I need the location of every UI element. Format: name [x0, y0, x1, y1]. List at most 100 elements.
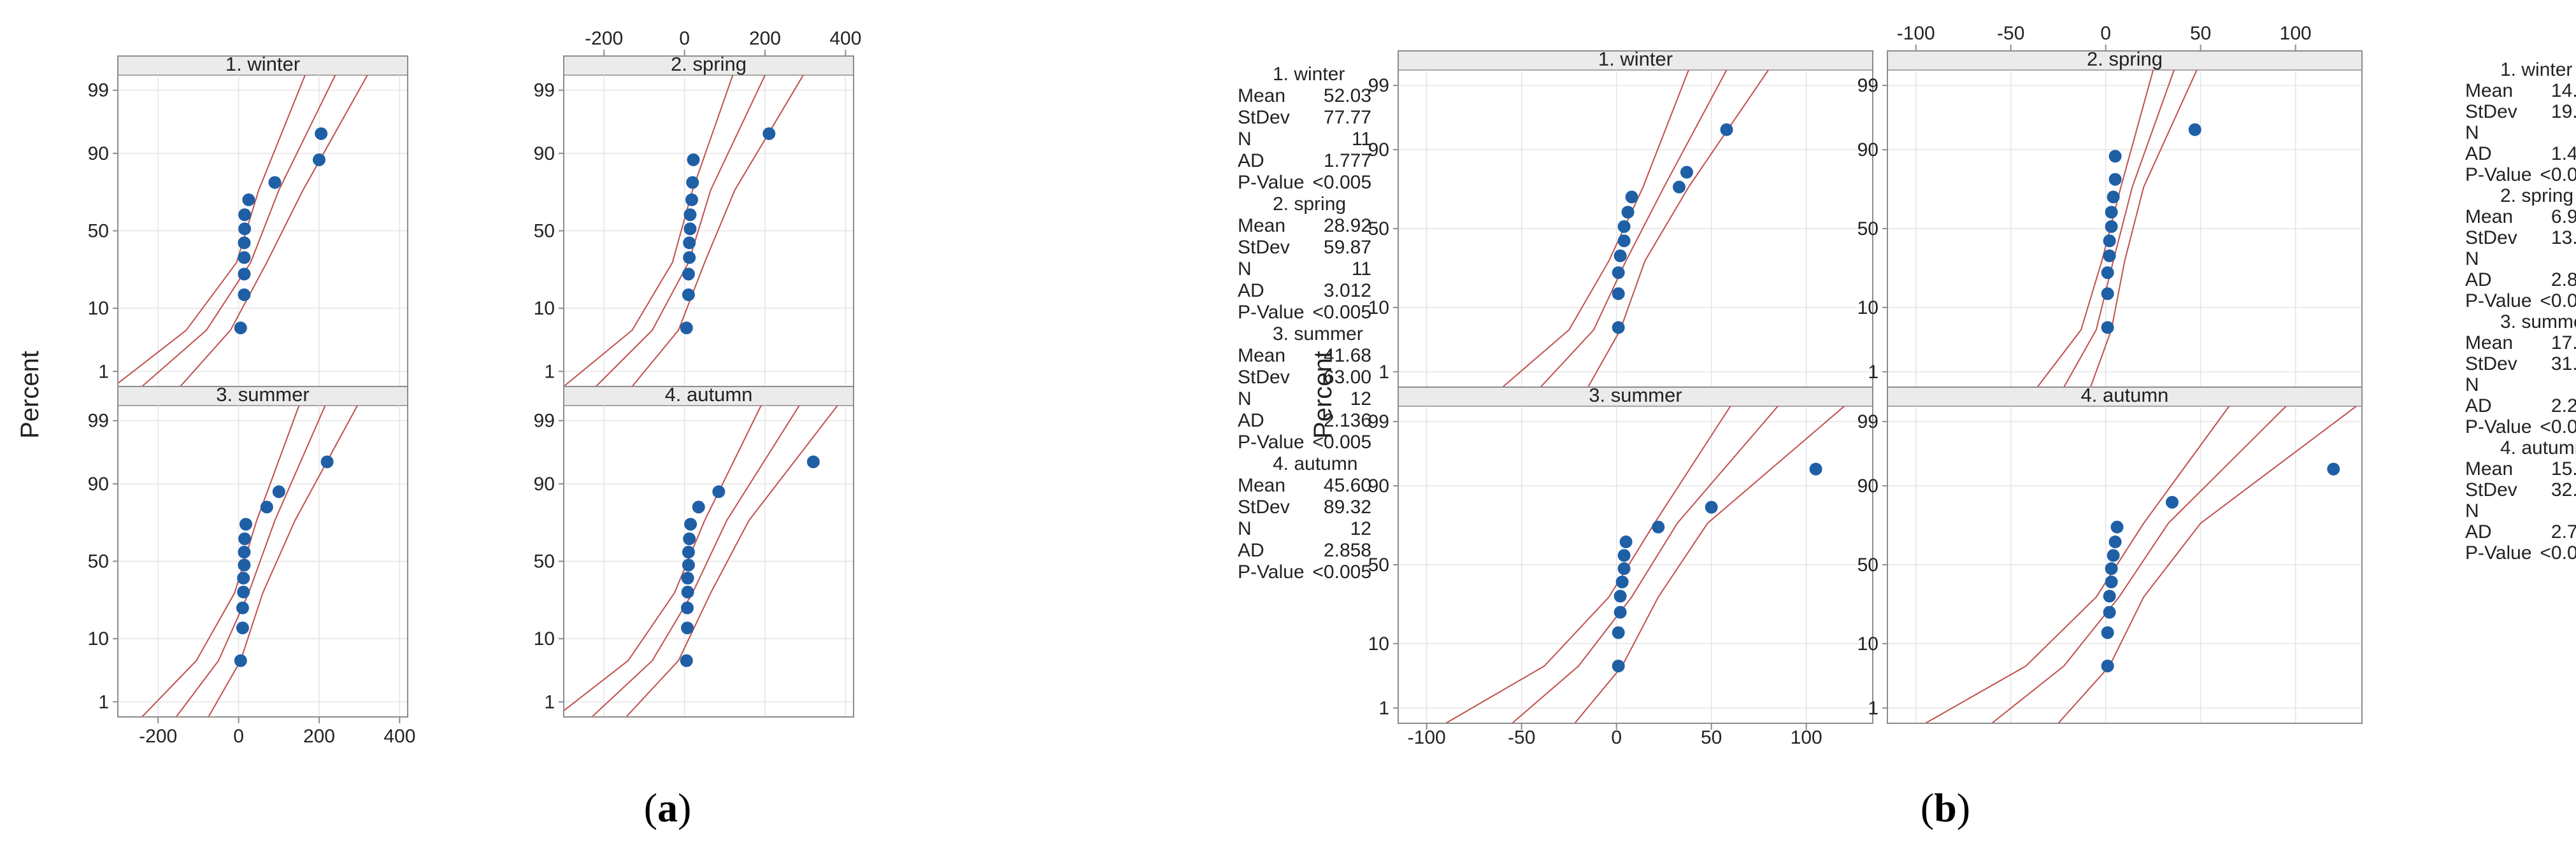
panel-background: [118, 56, 408, 386]
data-point: [682, 558, 695, 572]
stats-label: N: [1238, 129, 1252, 150]
data-point: [260, 500, 273, 514]
y-tick-label: 50: [1857, 218, 1878, 239]
x-tick-label: -50: [1508, 727, 1535, 748]
y-tick-label: 1: [98, 691, 109, 712]
y-tick-label: 10: [1368, 297, 1389, 318]
ci-upper-line: [118, 75, 306, 385]
stats-label: Mean: [1238, 215, 1285, 236]
data-point: [1809, 462, 1822, 476]
stats-value: 28.92: [1324, 215, 1371, 236]
data-point: [680, 322, 693, 335]
y-tick-label: 99: [1368, 75, 1389, 96]
x-tick-label: 0: [679, 28, 690, 49]
y-tick-label: 1: [1378, 362, 1389, 383]
stats-value: <0.005: [1312, 432, 1371, 453]
panel-background: [564, 56, 854, 386]
y-tick-label: 90: [88, 143, 109, 164]
data-point: [238, 532, 252, 546]
data-point: [681, 621, 694, 635]
stats-label: N: [1238, 518, 1252, 539]
y-tick-label: 99: [1857, 411, 1878, 432]
ci-lower-line: [631, 75, 804, 386]
figure-caption: (b): [1921, 785, 1970, 830]
data-point: [2105, 562, 2118, 576]
data-point: [692, 500, 705, 514]
panel-lines: [118, 75, 368, 386]
stats-value: 11: [1352, 259, 1371, 280]
stats-value: 2.744: [2551, 521, 2576, 542]
y-tick-label: 99: [1368, 411, 1389, 432]
data-point: [680, 654, 693, 667]
ci-upper-line: [1925, 406, 2230, 723]
data-point: [1612, 626, 1625, 639]
fit-line: [141, 75, 336, 386]
stats-header: 4. autumn: [2500, 437, 2576, 458]
stats-label: P-Value: [1238, 302, 1305, 323]
data-point: [1612, 287, 1625, 301]
panel-frame: [117, 386, 408, 718]
stats-label: AD: [1238, 280, 1264, 301]
data-point: [268, 176, 282, 189]
data-point: [681, 601, 694, 614]
stats-label: StDev: [2465, 353, 2517, 374]
data-point: [1614, 590, 1627, 603]
stats-value: 12: [1350, 388, 1371, 409]
caption-close-paren: ): [1957, 785, 1970, 830]
y-tick-label: 10: [1857, 297, 1878, 318]
y-tick-label: 10: [534, 628, 555, 649]
data-point: [2327, 462, 2340, 476]
data-point: [1614, 606, 1627, 619]
panel-background: [564, 386, 854, 717]
y-tick-label: 99: [1857, 75, 1878, 96]
panel-title-bar: [1887, 386, 2363, 407]
data-point: [683, 236, 696, 250]
x-tick-label: -100: [1897, 23, 1935, 44]
fit-line: [1512, 406, 1778, 723]
data-point: [1619, 535, 1633, 549]
ci-lower-line: [1574, 406, 1845, 723]
data-point: [686, 176, 699, 189]
data-point: [2103, 234, 2116, 248]
data-point: [712, 485, 726, 499]
panel-background: [118, 386, 408, 717]
y-tick-label: 99: [534, 411, 555, 432]
ci-upper-line: [2036, 70, 2154, 387]
y-tick-label: 99: [534, 80, 555, 101]
stats-value: 45.60: [1324, 475, 1371, 496]
data-point: [682, 546, 695, 559]
data-point: [2101, 321, 2114, 334]
figure-caption: (a): [644, 785, 692, 830]
caption-letter: a: [657, 785, 678, 830]
stats-label: N: [2465, 122, 2479, 143]
stats-value: <0.005: [2540, 290, 2576, 311]
data-point: [236, 621, 249, 635]
data-point: [2108, 150, 2122, 163]
data-point: [2108, 535, 2122, 549]
data-point: [2107, 190, 2120, 204]
ci-upper-line: [564, 75, 734, 386]
stats-header: 3. summer: [2500, 311, 2576, 332]
stats-value: 15.79: [2551, 458, 2576, 479]
stats-label: StDev: [1238, 237, 1290, 258]
panel-background: [1887, 387, 2362, 723]
data-point: [1617, 220, 1631, 233]
panel-frame: [563, 386, 854, 718]
stats-value: 2.136: [1324, 410, 1371, 431]
y-tick-label: 90: [534, 143, 555, 164]
data-point: [1615, 576, 1629, 589]
ci-lower-line: [626, 406, 838, 717]
y-axis-title: Percent: [1309, 351, 1337, 439]
panel-title-bar: [1398, 386, 1873, 407]
stats-label: AD: [2465, 143, 2492, 164]
data-point: [1705, 500, 1718, 514]
stats-label: AD: [2465, 395, 2492, 416]
stats-value: 3.012: [1324, 280, 1371, 301]
panel-lines: [1925, 406, 2357, 723]
stats-label: Mean: [2465, 458, 2513, 479]
stats-header: 1. winter: [1273, 64, 1345, 85]
